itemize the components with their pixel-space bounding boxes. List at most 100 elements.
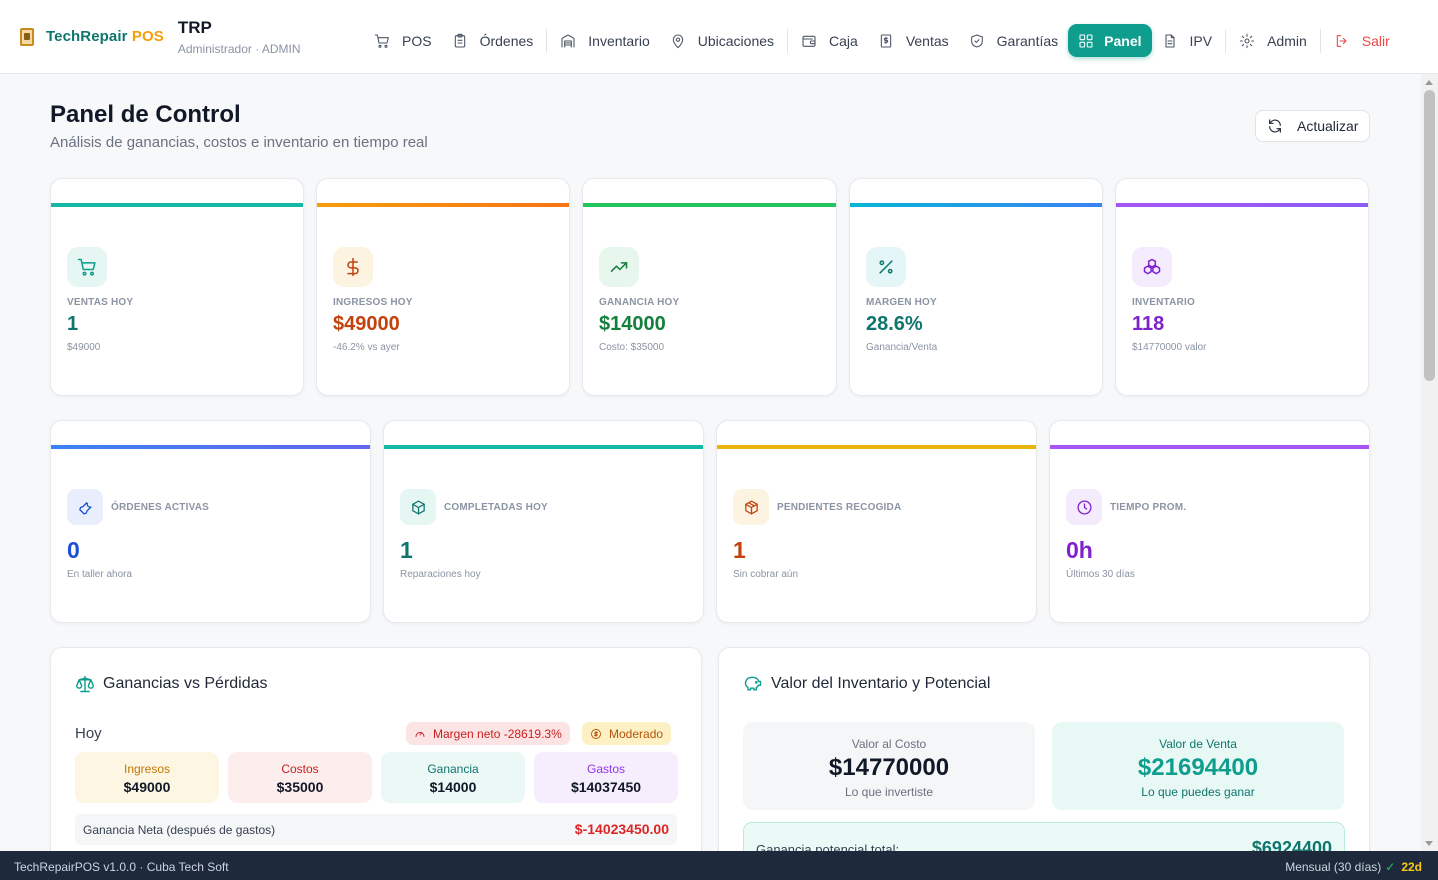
- profit-loss-panel: Ganancias vs Pérdidas Hoy Margen neto -2…: [50, 647, 702, 867]
- op-value: 0: [67, 537, 80, 563]
- wrench-icon: [78, 501, 92, 515]
- refresh-button[interactable]: Actualizar: [1255, 110, 1370, 142]
- kpi-icon-box: [67, 247, 107, 287]
- metric-label: Gastos: [586, 762, 625, 776]
- nav-divider: [1319, 28, 1321, 53]
- refresh-icon: [1269, 119, 1281, 133]
- page-title: Panel de Control: [50, 101, 241, 128]
- nav-divider: [546, 28, 548, 53]
- vertical-scrollbar[interactable]: [1421, 74, 1438, 851]
- nav-ordenes[interactable]: Órdenes: [442, 24, 544, 57]
- scroll-up-arrow-icon[interactable]: [1425, 80, 1433, 85]
- kpi-card-ventas: VENTAS HOY 1 $49000: [50, 178, 304, 396]
- coin-icon: [591, 728, 601, 739]
- user-role: Administrador · ADMIN: [177, 41, 301, 56]
- kpi-icon-box: [599, 247, 639, 287]
- nav-ubicaciones-label: Ubicaciones: [697, 32, 775, 49]
- metric-value: $49000: [123, 779, 171, 795]
- nav-admin[interactable]: Admin: [1229, 24, 1317, 57]
- gear-icon: [1239, 33, 1255, 48]
- op-icon-box: [733, 489, 769, 525]
- metric-value: $14037450: [570, 779, 642, 795]
- period-label: Hoy: [75, 725, 102, 742]
- op-label: COMPLETADAS HOY: [444, 502, 548, 513]
- license-days-left: 22d: [1401, 860, 1422, 874]
- inventory-value-title: Valor del Inventario y Potencial: [743, 674, 990, 694]
- nav-admin-label: Admin: [1267, 32, 1307, 49]
- cost-value-box: Valor al Costo $14770000 Lo que invertis…: [743, 722, 1035, 810]
- nav-ventas[interactable]: Ventas: [868, 24, 959, 57]
- metric-gastos: Gastos $14037450: [534, 752, 678, 803]
- net-margin-badge: Margen neto -28619.3%: [406, 722, 570, 745]
- net-margin-text: Margen neto -28619.3%: [433, 726, 562, 741]
- kpi-card-ingresos: INGRESOS HOY $49000 -46.2% vs ayer: [316, 178, 570, 396]
- inventory-value-title-text: Valor del Inventario y Potencial: [771, 675, 991, 692]
- nav-divider: [787, 28, 789, 53]
- kpi-value: 1: [67, 313, 79, 335]
- op-subtext: Últimos 30 días: [1066, 569, 1135, 580]
- metric-label: Ganancia: [427, 762, 479, 776]
- nav-ubicaciones[interactable]: Ubicaciones: [660, 24, 784, 57]
- inventory-value-panel: Valor del Inventario y Potencial Valor a…: [718, 647, 1370, 867]
- kpi-label: INGRESOS HOY: [333, 297, 413, 308]
- op-value: 0h: [1066, 537, 1093, 563]
- metric-label: Ingresos: [123, 762, 171, 776]
- op-icon-box: [400, 489, 436, 525]
- nav-panel[interactable]: Panel: [1068, 24, 1152, 57]
- nav-ipv[interactable]: IPV: [1152, 24, 1223, 57]
- op-subtext: Sin cobrar aún: [733, 569, 799, 580]
- clock-icon: [1076, 499, 1092, 515]
- wallet-icon: [802, 35, 816, 47]
- boxes-icon: [1143, 258, 1161, 275]
- kpi-label: INVENTARIO: [1132, 297, 1195, 308]
- op-label: ÓRDENES ACTIVAS: [111, 502, 210, 513]
- shield-check-icon: [970, 33, 983, 48]
- user-info: TRP Administrador · ADMIN: [178, 18, 301, 56]
- nav-caja[interactable]: Caja: [791, 24, 868, 57]
- kpi-card-margen: MARGEN HOY 28.6% Ganancia/Venta: [849, 178, 1103, 396]
- cost-value: $14770000: [828, 754, 950, 781]
- nav-inventario-label: Inventario: [588, 32, 650, 49]
- brand-name: TechRepair POS: [46, 28, 164, 45]
- metric-ingresos: Ingresos $49000: [75, 752, 219, 803]
- kpi-accent-bar: [850, 203, 1102, 207]
- file-text-icon: [1164, 33, 1175, 48]
- receipt-dollar-icon: [880, 33, 892, 48]
- top-navigation-bar: TechRepair POS TRP Administrador · ADMIN…: [0, 0, 1438, 74]
- kpi-subtext: $14770000 valor: [1132, 342, 1207, 353]
- nav-inventario[interactable]: Inventario: [550, 24, 659, 57]
- check-icon: ✓: [1385, 860, 1396, 874]
- scale-icon: [75, 675, 95, 693]
- dashboard-grid-icon: [1079, 33, 1093, 48]
- piggy-bank-icon: [744, 676, 762, 691]
- logout-icon: [1336, 34, 1347, 47]
- kpi-label: GANANCIA HOY: [599, 297, 680, 308]
- clipboard-icon: [454, 33, 465, 48]
- percent-icon: [879, 260, 893, 274]
- op-accent-bar: [1050, 445, 1369, 449]
- nav-garantias-label: Garantías: [996, 32, 1059, 49]
- scroll-thumb[interactable]: [1424, 90, 1435, 381]
- op-icon-box: [1066, 489, 1102, 525]
- package-icon: [744, 499, 758, 515]
- refresh-label: Actualizar: [1297, 118, 1359, 134]
- sale-value-box: Valor de Venta $21694400 Lo que puedes g…: [1052, 722, 1344, 810]
- cost-value-label: Valor al Costo: [851, 737, 927, 751]
- op-card-pendientes: PENDIENTES RECOGIDA 1 Sin cobrar aún: [716, 420, 1037, 623]
- nav-pos[interactable]: POS: [364, 24, 442, 57]
- kpi-value: 118: [1132, 313, 1165, 335]
- nav-garantias[interactable]: Garantías: [959, 24, 1068, 57]
- op-icon-box: [67, 489, 103, 525]
- license-status: Mensual (30 días) ✓ 22d: [1285, 860, 1422, 874]
- cart-icon: [374, 33, 389, 48]
- user-name: TRP: [177, 17, 212, 37]
- op-accent-bar: [51, 445, 370, 449]
- kpi-label: MARGEN HOY: [866, 297, 937, 308]
- nav-salir[interactable]: Salir: [1324, 24, 1400, 57]
- cost-value-sub: Lo que invertiste: [844, 785, 934, 799]
- scroll-down-arrow-icon[interactable]: [1425, 841, 1433, 846]
- op-accent-bar: [384, 445, 703, 449]
- metric-costos: Costos $35000: [228, 752, 372, 803]
- op-label: TIEMPO PROM.: [1110, 502, 1187, 513]
- main-nav: POS Órdenes Inventario Ubicaciones Caja …: [364, 24, 1400, 57]
